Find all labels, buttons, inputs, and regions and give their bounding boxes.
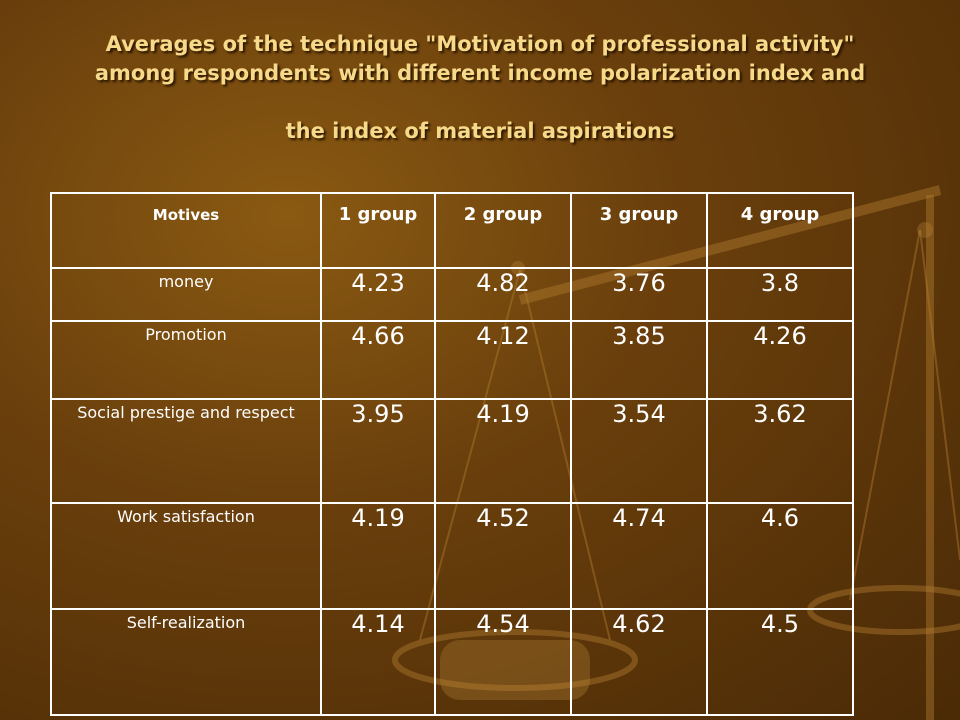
value-cell: 4.19 bbox=[320, 502, 436, 610]
motive-label: Social prestige and respect bbox=[50, 398, 322, 504]
value-cell: 4.14 bbox=[320, 608, 436, 716]
table-row: Social prestige and respect 3.95 4.19 3.… bbox=[50, 398, 854, 504]
motive-label: Work satisfaction bbox=[50, 502, 322, 610]
value-cell: 4.19 bbox=[434, 398, 572, 504]
title-line-1: Averages of the technique "Motivation of… bbox=[105, 32, 855, 56]
header-group-2: 2 group bbox=[434, 192, 572, 269]
table-row: Work satisfaction 4.19 4.52 4.74 4.6 bbox=[50, 502, 854, 610]
motive-label: money bbox=[50, 267, 322, 322]
page-title: Averages of the technique "Motivation of… bbox=[40, 30, 920, 146]
motive-label: Self-realization bbox=[50, 608, 322, 716]
value-cell: 4.23 bbox=[320, 267, 436, 322]
value-cell: 4.54 bbox=[434, 608, 572, 716]
value-cell: 4.5 bbox=[706, 608, 854, 716]
motives-table: Motives 1 group 2 group 3 group 4 group … bbox=[50, 192, 854, 716]
table-row: money 4.23 4.82 3.76 3.8 bbox=[50, 267, 854, 322]
value-cell: 4.52 bbox=[434, 502, 572, 610]
table-row: Self-realization 4.14 4.54 4.62 4.5 bbox=[50, 608, 854, 716]
title-line-3: the index of material aspirations bbox=[285, 119, 675, 143]
value-cell: 3.76 bbox=[570, 267, 708, 322]
value-cell: 4.6 bbox=[706, 502, 854, 610]
header-group-1: 1 group bbox=[320, 192, 436, 269]
header-group-4: 4 group bbox=[706, 192, 854, 269]
value-cell: 4.82 bbox=[434, 267, 572, 322]
motive-label: Promotion bbox=[50, 320, 322, 400]
header-group-3: 3 group bbox=[570, 192, 708, 269]
table-header-row: Motives 1 group 2 group 3 group 4 group bbox=[50, 192, 854, 269]
table-row: Promotion 4.66 4.12 3.85 4.26 bbox=[50, 320, 854, 400]
header-motives: Motives bbox=[50, 192, 322, 269]
value-cell: 4.66 bbox=[320, 320, 436, 400]
title-line-2: among respondents with different income … bbox=[94, 61, 866, 85]
value-cell: 3.95 bbox=[320, 398, 436, 504]
value-cell: 4.74 bbox=[570, 502, 708, 610]
value-cell: 3.8 bbox=[706, 267, 854, 322]
value-cell: 4.12 bbox=[434, 320, 572, 400]
value-cell: 3.85 bbox=[570, 320, 708, 400]
value-cell: 3.54 bbox=[570, 398, 708, 504]
value-cell: 4.62 bbox=[570, 608, 708, 716]
value-cell: 4.26 bbox=[706, 320, 854, 400]
value-cell: 3.62 bbox=[706, 398, 854, 504]
